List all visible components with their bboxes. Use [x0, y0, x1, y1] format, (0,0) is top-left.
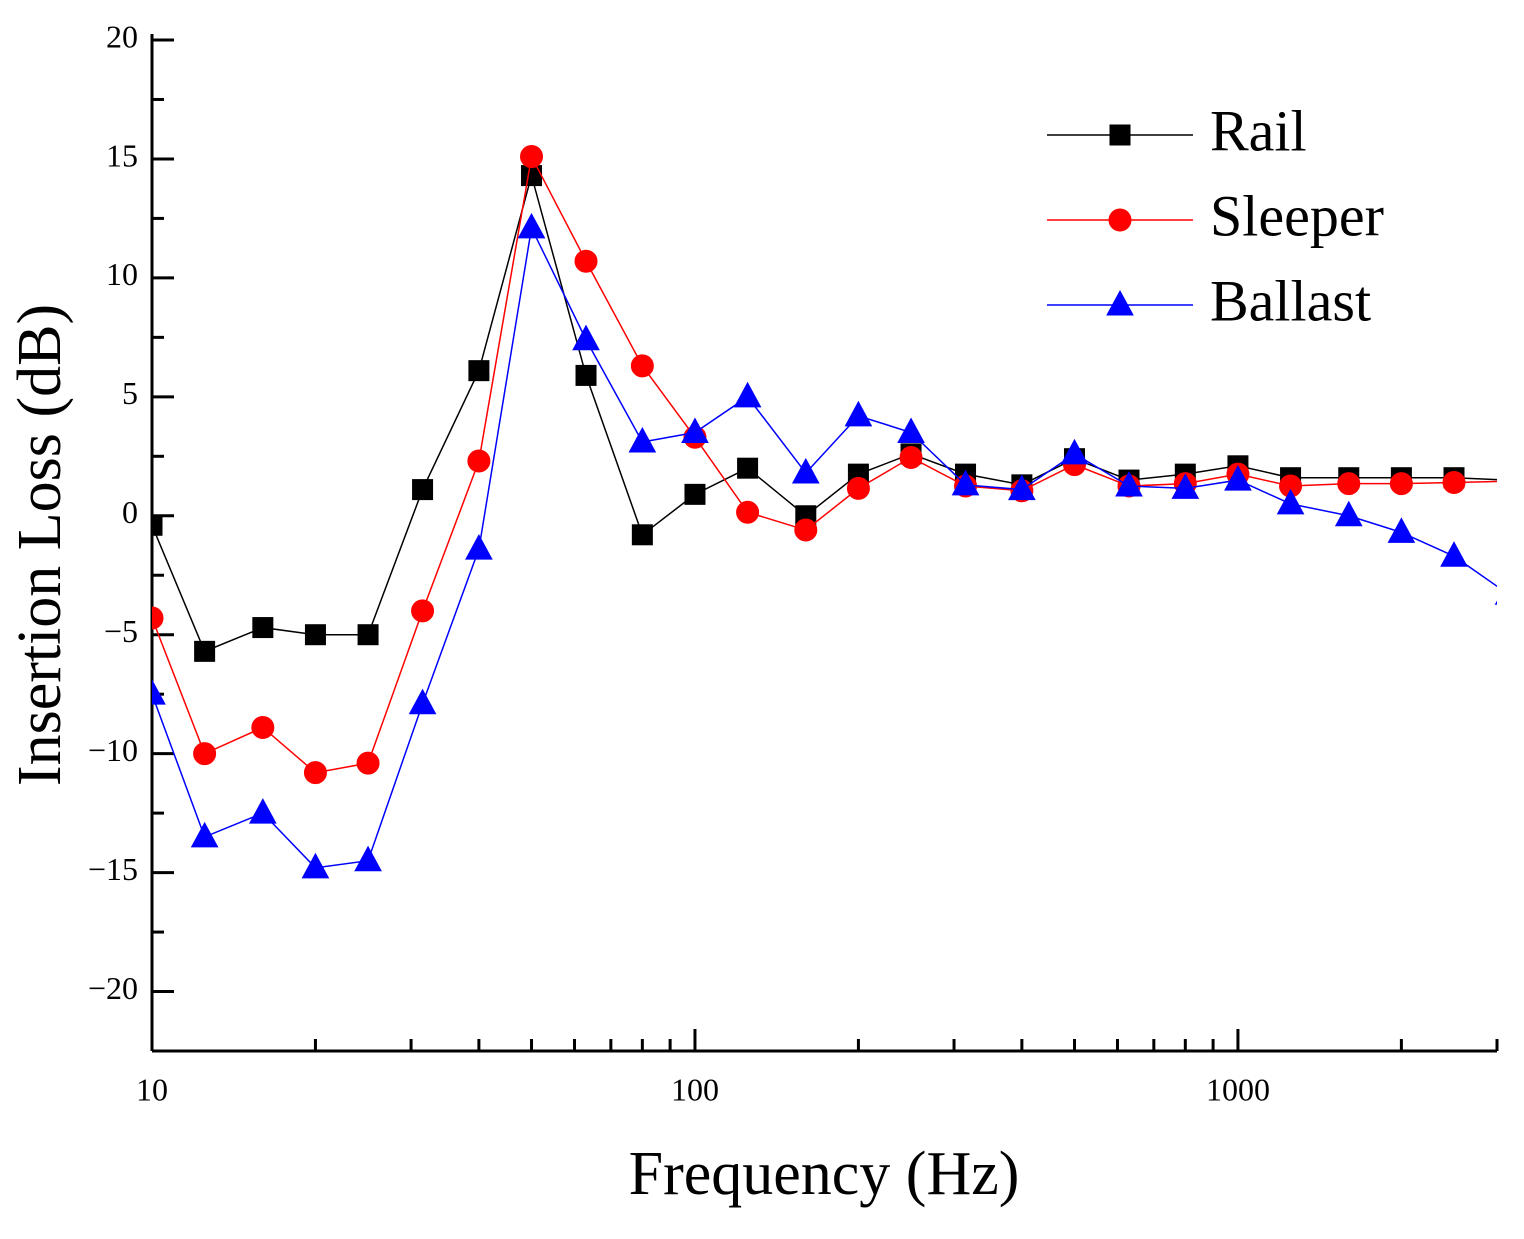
marker [630, 354, 654, 378]
marker [1115, 470, 1143, 497]
marker [1060, 438, 1089, 465]
y-tick-label: 0 [122, 494, 138, 530]
marker [467, 449, 491, 473]
marker [1276, 488, 1305, 515]
y-tick-label: −15 [88, 851, 138, 887]
legend-label: Ballast [1210, 268, 1371, 333]
plot-area [152, 145, 1520, 879]
marker [251, 715, 275, 739]
marker [736, 500, 760, 524]
marker [681, 417, 709, 444]
marker [190, 821, 219, 848]
y-tick-label: −20 [88, 970, 138, 1006]
y-tick-label: 10 [106, 256, 138, 292]
marker [733, 381, 762, 408]
marker [846, 476, 870, 500]
marker [301, 852, 330, 879]
marker [248, 798, 277, 824]
marker [1224, 465, 1252, 491]
marker [193, 742, 217, 766]
marker [1337, 472, 1361, 496]
marker [354, 845, 382, 872]
legend-marker [1108, 208, 1132, 232]
marker [1442, 470, 1466, 494]
marker [737, 457, 759, 479]
marker [951, 469, 980, 496]
marker [844, 400, 873, 427]
marker [1498, 470, 1520, 492]
legend-marker [1109, 124, 1131, 146]
marker [1387, 517, 1416, 543]
marker [152, 514, 163, 536]
y-tick-label: −5 [104, 613, 138, 649]
marker [520, 145, 544, 169]
legend-marker [1106, 289, 1134, 316]
x-tick-label: 1000 [1206, 1071, 1270, 1107]
marker [252, 617, 274, 639]
marker [194, 640, 216, 662]
marker [408, 688, 437, 715]
series-line [152, 225, 1497, 869]
marker [1334, 500, 1363, 527]
legend-label: Rail [1210, 98, 1307, 163]
y-axis-label: Insertion Loss (dB) [6, 304, 74, 786]
marker [1494, 600, 1497, 605]
y-tick-label: −10 [88, 732, 138, 768]
series-line [152, 154, 1497, 774]
x-axis-label: Frequency (Hz) [629, 1140, 1020, 1208]
marker [152, 679, 166, 705]
marker [899, 445, 923, 469]
marker [356, 751, 380, 775]
y-tick-label: 15 [106, 137, 138, 173]
marker [575, 364, 597, 386]
marker [357, 624, 379, 646]
marker [794, 518, 818, 542]
marker [1008, 474, 1036, 501]
marker [517, 212, 546, 239]
marker [303, 761, 327, 785]
marker [1440, 541, 1468, 567]
marker [684, 483, 706, 505]
marker [631, 524, 653, 546]
marker [411, 599, 435, 623]
marker [304, 624, 326, 646]
marker [1171, 473, 1200, 499]
marker [412, 479, 434, 501]
marker [465, 534, 493, 560]
marker [574, 249, 598, 273]
marker [152, 606, 164, 630]
marker [628, 426, 657, 453]
y-tick-label: 20 [106, 18, 138, 54]
marker [1389, 472, 1413, 496]
x-tick-label: 100 [671, 1071, 719, 1107]
x-tick-label: 10 [136, 1071, 168, 1107]
y-tick-label: 5 [122, 375, 138, 411]
marker [572, 324, 600, 351]
marker [468, 360, 490, 382]
marker [1499, 470, 1519, 490]
marker [791, 457, 820, 484]
marker [897, 417, 925, 444]
legend-label: Sleeper [1210, 183, 1384, 248]
